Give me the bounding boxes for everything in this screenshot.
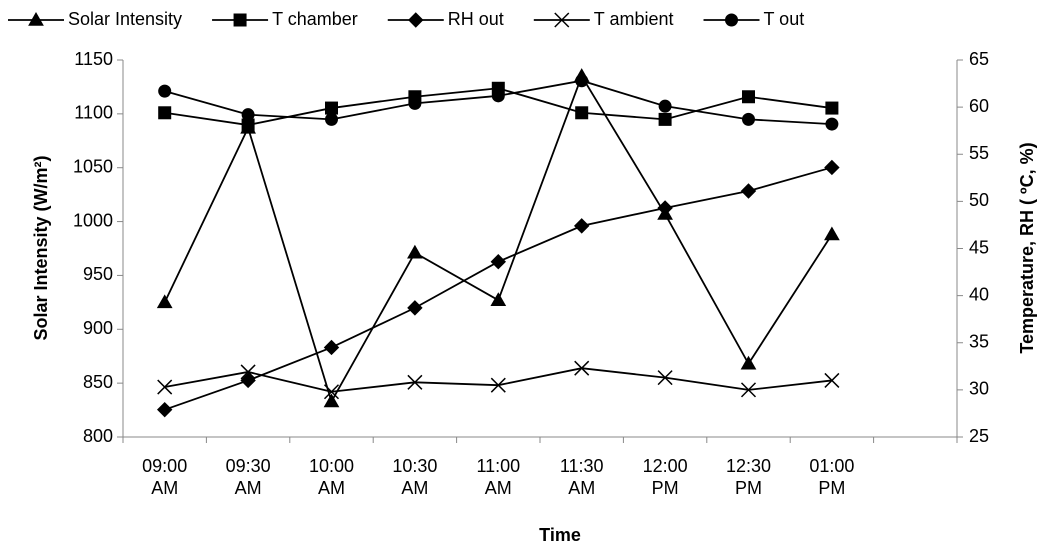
point [575, 74, 589, 88]
y-tick-label: 1100 [74, 103, 113, 123]
point [825, 101, 839, 115]
point [325, 112, 338, 126]
x-tick-label: 09:30 AM [225, 456, 271, 498]
point [407, 300, 423, 316]
point [573, 218, 590, 234]
x-tick-label: 09:00 AM [142, 456, 188, 498]
y-tick-label: 1150 [74, 49, 113, 69]
legend-label: Solar Intensity [68, 9, 182, 29]
legend-label: T out [764, 9, 805, 29]
x-axis-title: Time [539, 525, 581, 545]
x-tick-label: 10:30 AM [392, 456, 438, 498]
point [657, 370, 673, 386]
y2-tick-label: 25 [969, 426, 989, 446]
point [658, 112, 672, 126]
point [575, 106, 589, 120]
point [241, 108, 255, 122]
y-tick-label: 1000 [73, 210, 113, 230]
y2-tick-label: 50 [969, 190, 989, 210]
point [740, 382, 757, 398]
y-tick-label: 850 [83, 372, 113, 392]
point [491, 89, 505, 103]
x-tick-label: 12:30 PM [725, 456, 772, 498]
point [408, 96, 422, 110]
point [158, 84, 172, 98]
point [742, 112, 755, 126]
legend-marker [28, 11, 44, 26]
y2-tick-label: 30 [969, 379, 989, 399]
legend-marker [554, 12, 570, 28]
y2-tick-label: 45 [969, 237, 989, 257]
point [740, 183, 757, 199]
point [490, 253, 507, 270]
point [158, 106, 172, 120]
point [323, 393, 340, 408]
point [824, 372, 840, 388]
point [407, 374, 423, 390]
x-tick-label: 10:00 AM [308, 456, 355, 498]
y2-tick-label: 65 [969, 49, 989, 69]
point [490, 292, 507, 306]
point [156, 294, 173, 309]
x-tick-label: 11:30 AM [559, 456, 604, 498]
series-line [163, 74, 833, 404]
y2-tick-label: 40 [969, 284, 989, 304]
point [824, 226, 840, 241]
x-tick-label: 01:00 PM [809, 456, 855, 498]
point [825, 117, 839, 131]
legend-label: RH out [448, 9, 504, 29]
point [323, 339, 340, 356]
y2-tick-label: 60 [969, 96, 989, 116]
y-tick-label: 950 [83, 264, 113, 284]
point [407, 244, 423, 259]
point [240, 364, 256, 380]
series-line [164, 367, 833, 393]
y-tick-label: 900 [83, 318, 113, 338]
point [740, 355, 757, 370]
y-tick-label: 800 [83, 426, 113, 446]
y-tick-label: 1050 [73, 156, 113, 176]
legend-marker [408, 12, 424, 28]
series-line [164, 166, 833, 411]
legend-label: T ambient [594, 9, 674, 29]
legend-label: T chamber [272, 9, 358, 29]
legend-marker [725, 13, 739, 27]
point [323, 384, 340, 400]
x-tick-label: 11:00 AM [476, 456, 521, 498]
point [824, 159, 840, 176]
point [156, 401, 173, 418]
x-tick-label: 12:00 PM [642, 456, 688, 498]
y-axis-title: Solar Intensity (W/m²) [31, 155, 51, 340]
point [325, 101, 338, 115]
point [490, 377, 506, 393]
y2-tick-label: 35 [969, 332, 989, 352]
point [658, 99, 672, 113]
point [157, 379, 173, 395]
point [742, 90, 755, 104]
y2-tick-label: 55 [969, 143, 989, 163]
y2-axis-title: Temperature, RH ( ºC, %) [1017, 142, 1037, 353]
legend-marker [233, 13, 247, 27]
point [574, 360, 590, 376]
point [657, 200, 673, 216]
point [240, 372, 256, 389]
